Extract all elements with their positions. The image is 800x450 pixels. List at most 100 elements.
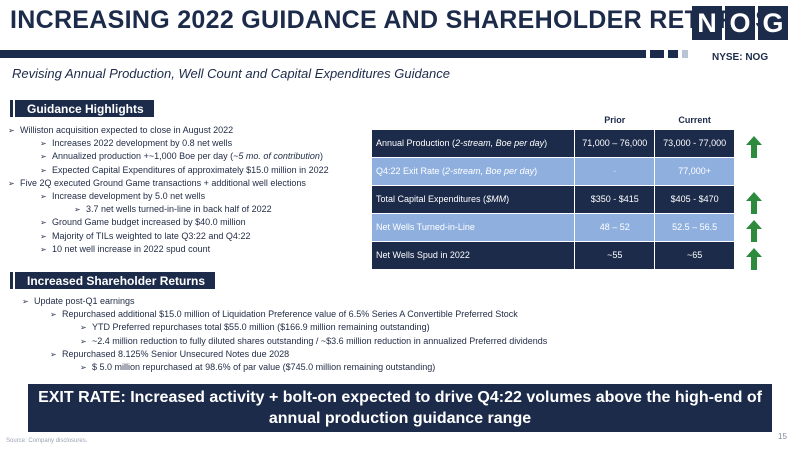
list-item-text: Increases 2022 development by 0.8 net we… <box>52 138 233 149</box>
guidance-highlights-list: ➢ Williston acquisition expected to close… <box>8 124 329 256</box>
callout-line-1: EXIT RATE: Increased activity + bolt-on … <box>38 389 762 406</box>
up-arrow-icon <box>746 248 762 270</box>
current-value: 52.5 – 56.5 <box>654 212 735 242</box>
header-bar-segment <box>668 50 678 58</box>
row-label: Net Wells Turned-in-Line <box>370 212 576 242</box>
table-header-current: Current <box>654 111 735 129</box>
row-label-italic: 2-stream, Boe per day <box>445 166 535 176</box>
list-item-text: ~2.4 million reduction to fully diluted … <box>92 335 548 346</box>
table-row: Total Capital Expenditures ($MM) $350 - … <box>370 184 735 214</box>
arrow-bullet-icon: ➢ <box>8 178 15 188</box>
list-item-text: Expected Capital Expenditures of approxi… <box>52 164 329 175</box>
source-note: Source: Company disclosures. <box>6 438 88 444</box>
callout-line-2: annual production guidance range <box>268 410 532 427</box>
list-item: ➢ Williston acquisition expected to close… <box>8 124 329 137</box>
table-row: Annual Production (2-stream, Boe per day… <box>370 128 735 158</box>
table-row: Q4:22 Exit Rate (2-stream, Boe per day) … <box>370 156 735 186</box>
current-value: 73,000 - 77,000 <box>654 128 735 158</box>
arrow-bullet-icon: ➢ <box>40 231 47 241</box>
current-value: $405 - $470 <box>654 184 735 214</box>
arrow-bullet-icon: ➢ <box>50 310 57 320</box>
list-item: ➢ YTD Preferred repurchases total $55.0 m… <box>22 321 547 334</box>
list-item-text: Update post-Q1 earnings <box>34 296 135 306</box>
list-item: ➢ Ground Game budget increased by $40.0 m… <box>8 216 329 229</box>
row-label: Total Capital Expenditures ($MM) <box>370 184 576 214</box>
heading-stripe <box>10 100 13 117</box>
shareholder-returns-list: ➢ Update post-Q1 earnings ➢ Repurchased ad… <box>22 295 547 374</box>
table-header-prior: Prior <box>574 111 655 129</box>
page-subtitle: Revising Annual Production, Well Count a… <box>12 66 450 81</box>
arrow-bullet-icon: ➢ <box>40 244 47 254</box>
current-value: ~65 <box>654 240 735 270</box>
guidance-table: Prior Current Annual Production (2-strea… <box>370 111 735 270</box>
list-item-text: $ 5.0 million repurchased at 98.6% of pa… <box>92 362 436 373</box>
row-label-tail: ) <box>506 194 510 204</box>
list-item-text: Increase development by 5.0 net wells <box>52 191 206 202</box>
header-bar-segment <box>682 50 688 58</box>
list-item: ➢ 10 net well increase in 2022 spud count <box>8 243 329 256</box>
guidance-highlights-heading: Guidance Highlights <box>10 100 154 117</box>
logo-letter-n: N <box>692 6 722 40</box>
prior-value: 48 – 52 <box>574 212 656 242</box>
prior-value: - <box>574 156 656 186</box>
row-label: Annual Production (2-stream, Boe per day… <box>370 128 576 158</box>
table-header-row: Prior Current <box>371 111 735 129</box>
up-arrow-icon <box>746 192 762 214</box>
arrow-bullet-icon: ➢ <box>80 363 87 373</box>
arrow-bullet-icon: ➢ <box>40 165 47 175</box>
list-item-text: 10 net well increase in 2022 spud count <box>52 243 211 254</box>
prior-value: $350 - $415 <box>574 184 656 214</box>
row-label-text: Q4:22 Exit Rate ( <box>376 166 446 176</box>
list-item: ➢ ~2.4 million reduction to fully diluted… <box>22 335 547 348</box>
list-item: ➢ 3.7 net wells turned-in-line in back ha… <box>8 203 329 216</box>
row-label-text: Net Wells Turned-in-Line <box>376 222 475 232</box>
arrow-bullet-icon: ➢ <box>50 349 57 359</box>
logo-letter-o: O <box>725 6 755 40</box>
arrow-bullet-icon: ➢ <box>22 297 29 306</box>
row-label-tail: ) <box>534 166 538 176</box>
list-item-tail: ) <box>319 151 323 162</box>
list-item-text: Five 2Q executed Ground Game transaction… <box>20 177 306 188</box>
table-row: Net Wells Turned-in-Line 48 – 52 52.5 – … <box>370 212 735 242</box>
list-item-text: Majority of TILs weighted to late Q3:22 … <box>52 230 251 241</box>
heading-label: Guidance Highlights <box>15 100 154 117</box>
row-label-text: Annual Production ( <box>376 138 456 148</box>
list-item: ➢ Repurchased additional $15.0 million of… <box>22 308 547 321</box>
list-item-text: YTD Preferred repurchases total $55.0 mi… <box>92 322 430 333</box>
arrow-bullet-icon: ➢ <box>80 336 87 346</box>
row-label: Q4:22 Exit Rate (2-stream, Boe per day) <box>370 156 576 186</box>
arrow-bullet-icon: ➢ <box>74 205 81 215</box>
heading-stripe <box>10 272 13 289</box>
row-label-text: Total Capital Expenditures ( <box>376 194 487 204</box>
list-item: ➢ Repurchased 8.125% Senior Unsecured Not… <box>22 348 547 361</box>
list-item-text: 3.7 net wells turned-in-line in back hal… <box>86 204 272 215</box>
list-item-text: Repurchased additional $15.0 million of … <box>62 309 518 320</box>
up-arrow-icon <box>746 136 762 158</box>
list-item-italic: ~5 mo. of contribution <box>233 151 320 162</box>
arrow-bullet-icon: ➢ <box>40 218 47 228</box>
current-value: 77,000+ <box>654 156 735 186</box>
row-label-italic: 2-stream, Boe per day <box>455 138 545 148</box>
table-header-blank <box>371 111 575 129</box>
list-item: ➢ Increases 2022 development by 0.8 net w… <box>8 137 329 150</box>
list-item: ➢ Five 2Q executed Ground Game transactio… <box>8 177 329 190</box>
nog-logo: N O G <box>692 6 788 40</box>
row-label: Net Wells Spud in 2022 <box>370 240 576 270</box>
table-row: Net Wells Spud in 2022 ~55 ~65 <box>370 240 735 270</box>
list-item: ➢ Expected Capital Expenditures of approx… <box>8 164 329 177</box>
arrow-bullet-icon: ➢ <box>8 126 15 135</box>
page-number: 15 <box>778 432 787 441</box>
list-item: ➢ Increase development by 5.0 net wells <box>8 190 329 203</box>
shareholder-returns-heading: Increased Shareholder Returns <box>10 272 216 289</box>
list-item: ➢ $ 5.0 million repurchased at 98.6% of p… <box>22 361 547 374</box>
prior-value: 71,000 – 76,000 <box>574 128 656 158</box>
up-arrow-icon <box>746 220 762 242</box>
arrow-bullet-icon: ➢ <box>40 139 47 149</box>
arrow-bullet-icon: ➢ <box>80 323 87 333</box>
ticker-label: NYSE: NOG <box>712 52 769 63</box>
list-item-text: Williston acquisition expected to close … <box>20 125 234 135</box>
logo-letter-g: G <box>758 6 788 40</box>
list-item: ➢ Majority of TILs weighted to late Q3:22… <box>8 230 329 243</box>
header-bar <box>0 50 646 58</box>
header-bar-segment <box>650 50 664 58</box>
